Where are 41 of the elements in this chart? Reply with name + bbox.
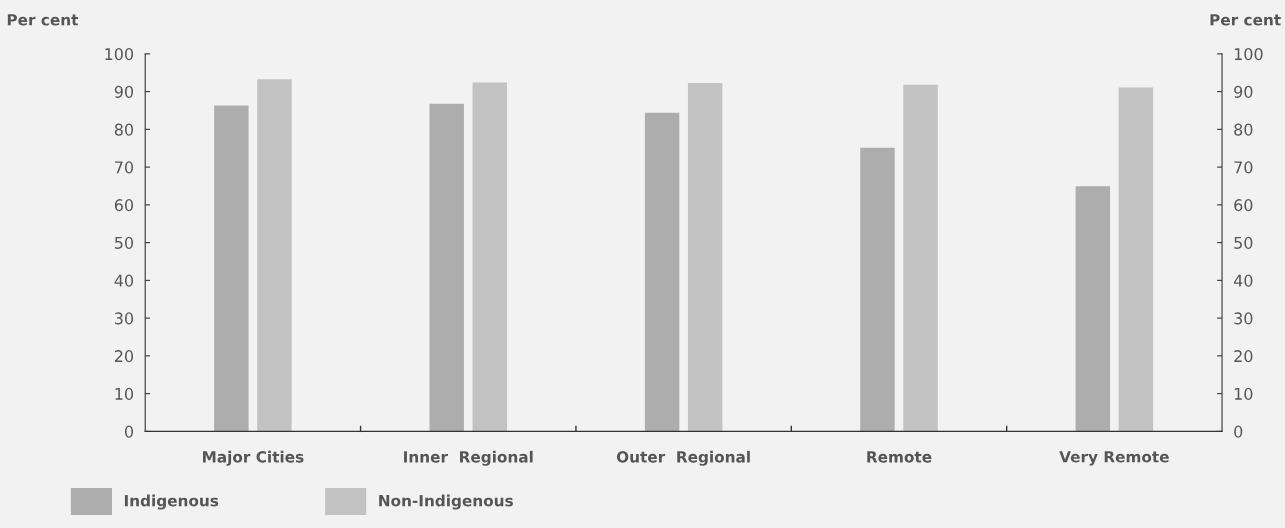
- bar: [1075, 186, 1111, 432]
- y2-tick-label: 60: [1234, 199, 1253, 212]
- y-tick-label: 0: [124, 425, 134, 438]
- y-tick-label: 60: [114, 199, 134, 212]
- y-tick-label: 90: [114, 85, 134, 98]
- x-tick-label: Outer Regional: [616, 450, 750, 466]
- bar: [257, 79, 292, 432]
- y-tick-label: 10: [115, 387, 134, 400]
- y2-tick-label: 90: [1234, 85, 1253, 98]
- bar: [1118, 87, 1154, 432]
- legend-label: Indigenous: [124, 494, 219, 510]
- x-tick-label: Very Remote: [1059, 451, 1169, 466]
- bar: [687, 82, 723, 432]
- y2-tick-label: 0: [1234, 425, 1243, 438]
- y2-tick-label: 20: [1234, 350, 1253, 363]
- legend-label: Non-Indigenous: [379, 494, 513, 510]
- y2-tick-label: 80: [1234, 123, 1253, 136]
- y-tick-label: 20: [114, 350, 134, 363]
- bar: [472, 82, 508, 432]
- y2-tick-label: 30: [1234, 312, 1253, 325]
- bar: [214, 105, 249, 432]
- bar: [644, 112, 680, 432]
- y-tick-label: 50: [115, 236, 134, 249]
- y-axis-title: Per cent: [7, 14, 79, 26]
- x-tick-label: Remote: [867, 451, 932, 463]
- bar: [903, 84, 938, 432]
- y2-tick-label: 40: [1233, 274, 1253, 287]
- y-tick-label: 100: [105, 48, 134, 61]
- y2-axis-title: Per cent: [1210, 14, 1281, 26]
- x-tick-label: Inner Regional: [404, 450, 533, 466]
- bar: [429, 103, 464, 432]
- y2-tick-label: 70: [1234, 161, 1253, 174]
- y-tick-label: 80: [114, 123, 134, 136]
- y2-tick-label: 10: [1234, 387, 1253, 400]
- y-tick-label: 40: [114, 274, 134, 287]
- y2-tick-label: 50: [1234, 236, 1253, 249]
- y-tick-label: 30: [114, 312, 134, 325]
- y2-tick-label: 100: [1234, 48, 1263, 61]
- y-tick-label: 70: [115, 161, 134, 174]
- x-tick-label: Major Cities: [203, 450, 304, 466]
- bar: [860, 147, 895, 432]
